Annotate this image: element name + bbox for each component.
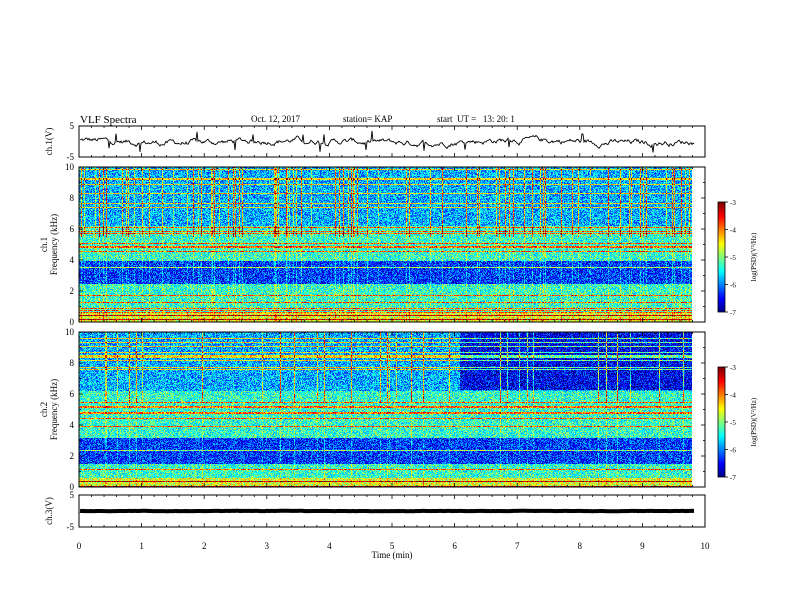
colorbar-tick-label: -5 (730, 254, 736, 262)
colorbar-frame (717, 201, 726, 313)
colorbar-tick-label: -4 (730, 392, 736, 400)
x-tick-label: 3 (265, 541, 270, 551)
x-tick-label: 4 (327, 541, 332, 551)
y-tick-label: 10 (65, 162, 75, 172)
x-tick-label: 8 (578, 541, 583, 551)
colorbar-tick-label: -6 (730, 282, 736, 290)
y-axis-label: Frequency (kHz) (49, 214, 59, 275)
y-tick-label: 0 (70, 317, 75, 327)
figure-title: VLF Spectra (80, 114, 137, 126)
panel-frame-3 (78, 331, 706, 488)
y-tick-label: 6 (70, 224, 75, 234)
colorbar-label: log(PSD)(V²/Hz) (750, 232, 758, 281)
colorbar-tick-label: -4 (730, 227, 736, 235)
y-tick-label: 2 (70, 451, 75, 461)
colorbar-tick-label: -5 (730, 419, 736, 427)
colorbar-tick-label: -7 (730, 309, 736, 317)
x-tick-label: 9 (640, 541, 645, 551)
y-axis-label: ch.1 (39, 237, 49, 252)
start-time-label: start UT = 13: 20: 1 (437, 114, 515, 124)
y-tick-label: 0 (70, 482, 75, 492)
x-tick-label: 0 (77, 541, 82, 551)
colorbar-tick-label: -3 (730, 364, 736, 372)
colorbar-label: log(PSD)(V²/Hz) (750, 397, 758, 446)
y-tick-label: 8 (70, 358, 75, 368)
date-label: Oct. 12, 2017 (251, 114, 300, 124)
colorbar-tick-label: -7 (730, 474, 736, 482)
colorbar-frame (717, 366, 726, 478)
y-tick-label: 4 (70, 420, 75, 430)
ch2-spectrogram (79, 332, 692, 487)
y-axis-label: Frequency (kHz) (49, 379, 59, 440)
x-tick-label: 7 (515, 541, 520, 551)
x-tick-label: 5 (390, 541, 395, 551)
y-axis-label: ch.3(V) (44, 497, 54, 525)
ch1-spectrogram (79, 167, 692, 322)
panel-frame-2 (78, 166, 706, 323)
y-tick-label: 5 (70, 490, 75, 500)
y-tick-label: 4 (70, 255, 75, 265)
ch1-colorbar (718, 202, 725, 312)
y-tick-label: -5 (67, 152, 75, 162)
y-axis-label: ch.1(V) (44, 128, 54, 156)
y-tick-label: 8 (70, 193, 75, 203)
y-tick-label: 6 (70, 389, 75, 399)
y-axis-label: ch.2 (39, 402, 49, 417)
x-tick-label: 6 (452, 541, 457, 551)
colorbar-tick-label: -3 (730, 199, 736, 207)
waveform-trace-4 (79, 508, 694, 514)
y-tick-label: -5 (67, 522, 75, 532)
ch2-colorbar (718, 367, 725, 477)
y-tick-label: 5 (70, 121, 75, 131)
y-tick-label: 2 (70, 286, 75, 296)
x-axis-label: Time (min) (372, 550, 413, 560)
x-tick-label: 10 (701, 541, 711, 551)
waveform-trace-1 (79, 130, 695, 153)
colorbar-tick-label: -6 (730, 447, 736, 455)
x-tick-label: 2 (202, 541, 207, 551)
x-tick-label: 1 (139, 541, 144, 551)
station-label: station= KAP (343, 114, 393, 124)
y-tick-label: 10 (65, 327, 75, 337)
